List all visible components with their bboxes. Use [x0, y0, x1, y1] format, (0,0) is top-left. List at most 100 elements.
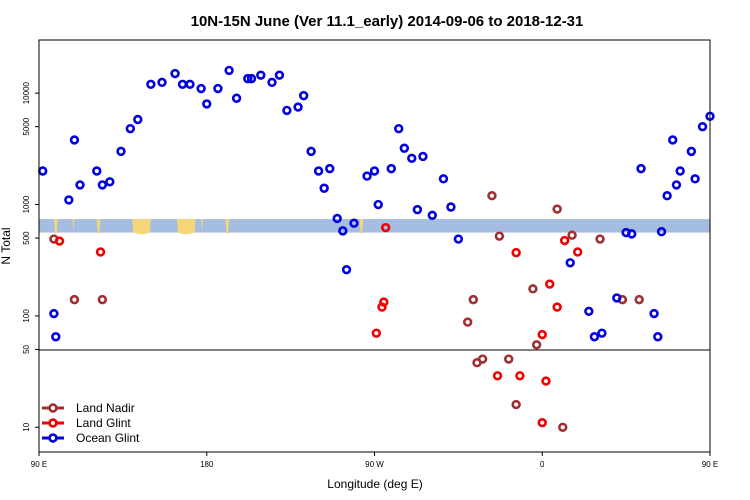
ocean-glint-point [446, 202, 456, 212]
land-glint-point [54, 236, 65, 246]
land-nadir-point [97, 294, 108, 305]
land-nadir-point [558, 422, 568, 432]
ocean-glint-point [412, 204, 423, 215]
land-glint-point [380, 222, 391, 233]
land-glint-point [95, 247, 106, 257]
legend-marker-ocean-glint [48, 433, 58, 443]
land-nadir-point [595, 234, 605, 244]
ocean-glint-point [256, 70, 266, 80]
ocean-glint-point [133, 114, 143, 125]
y-tick-label: 5000 [22, 117, 31, 135]
ocean-glint-point [627, 229, 637, 239]
ocean-glint-point [394, 123, 404, 134]
data-points [38, 65, 715, 432]
ocean-glint-point [325, 163, 335, 174]
x-tick-label: 0 [540, 460, 545, 469]
ocean-glint-point [438, 174, 449, 184]
y-tick-label: 100 [22, 309, 31, 323]
ocean-glint-point [196, 83, 206, 94]
ocean-glint-point [243, 73, 253, 84]
ocean-glint-point [267, 77, 277, 88]
ocean-glint-point [671, 180, 682, 190]
ocean-glint-point [319, 183, 329, 193]
ocean-glint-point [202, 99, 212, 109]
ocean-glint-point [589, 332, 600, 342]
ocean-glint-point [306, 146, 316, 157]
land-nadir-point [528, 284, 538, 294]
ocean-glint-point [146, 79, 156, 90]
x-tick-label: 90 E [702, 460, 718, 469]
y-axis: 10 50 100 500 1000 5000 10000 [22, 81, 39, 432]
land-nadir-point [487, 191, 497, 201]
land-nadir-point [494, 231, 505, 241]
legend-label-land-nadir: Land Nadir [76, 401, 135, 415]
land-nadir-point [531, 340, 542, 350]
land-nadir-point [634, 294, 644, 305]
ocean-glint-point [313, 166, 324, 176]
ocean-glint-point [349, 218, 359, 228]
ocean-glint-point [697, 121, 708, 132]
ocean-glint-point [282, 105, 292, 116]
ocean-glint-point [338, 226, 348, 236]
ocean-glint-point [274, 70, 285, 80]
land-nadir-point [511, 399, 521, 410]
land-glint-point [492, 371, 503, 381]
land-glint-point [371, 328, 382, 338]
x-axis: 90 E 180 90 W 0 90 E [31, 452, 718, 469]
ocean-glint-point [213, 83, 223, 94]
legend-marker-land-glint [48, 418, 58, 428]
ocean-glint-point [653, 332, 663, 342]
ocean-glint-point [407, 153, 417, 164]
x-tick-label: 90 E [31, 460, 47, 469]
ocean-glint-point [69, 135, 80, 145]
ocean-glint-point [64, 195, 74, 205]
land-nadir-point [468, 294, 478, 305]
y-tick-label: 50 [22, 344, 31, 353]
ocean-glint-point [293, 102, 303, 112]
legend-label-land-glint: Land Glint [76, 416, 131, 430]
ocean-glint-point [298, 90, 309, 101]
y-axis-label: N Total [0, 227, 13, 264]
land-glint-point [511, 247, 521, 258]
ocean-glint-point [38, 166, 48, 176]
ocean-glint-point [668, 135, 678, 145]
ocean-glint-point [177, 79, 188, 90]
ocean-glint-point [362, 171, 372, 181]
land-glint-point [537, 417, 547, 428]
ocean-glint-point [427, 210, 437, 221]
y-tick-label: 500 [22, 231, 31, 245]
land-nadir-point [504, 354, 514, 364]
ocean-glint-point [662, 191, 672, 201]
land-segment [359, 219, 364, 235]
ocean-glint-point [649, 308, 659, 319]
ocean-glint-point [453, 234, 464, 244]
land-nadir-point [552, 204, 562, 214]
ocean-glint-point [399, 143, 410, 153]
ocean-glint-point [386, 163, 396, 174]
ocean-glint-point [75, 180, 85, 190]
land-nadir-point [567, 230, 577, 240]
ocean-glint-point [686, 146, 697, 157]
ocean-glint-point [597, 328, 607, 338]
ocean-glint-point [636, 163, 646, 174]
legend-marker-land-nadir [48, 403, 58, 413]
y-tick-label: 10000 [22, 81, 31, 104]
ocean-glint-point [612, 293, 622, 303]
ocean-glint-point [675, 166, 685, 176]
ocean-glint-point [341, 264, 352, 275]
y-tick-label: 1000 [22, 195, 31, 213]
ocean-glint-point [185, 79, 195, 90]
land-segment [225, 219, 230, 235]
land-segment [201, 219, 204, 235]
land-glint-point [515, 371, 525, 381]
latitude-band [39, 219, 710, 235]
ocean-glint-point [373, 199, 383, 210]
land-glint-point [537, 329, 547, 340]
ocean-glint-point [51, 332, 61, 342]
ocean-glint-point [656, 227, 667, 237]
ocean-glint-point [224, 65, 234, 76]
land-glint-point [552, 302, 562, 312]
ocean-glint-point [157, 77, 167, 88]
